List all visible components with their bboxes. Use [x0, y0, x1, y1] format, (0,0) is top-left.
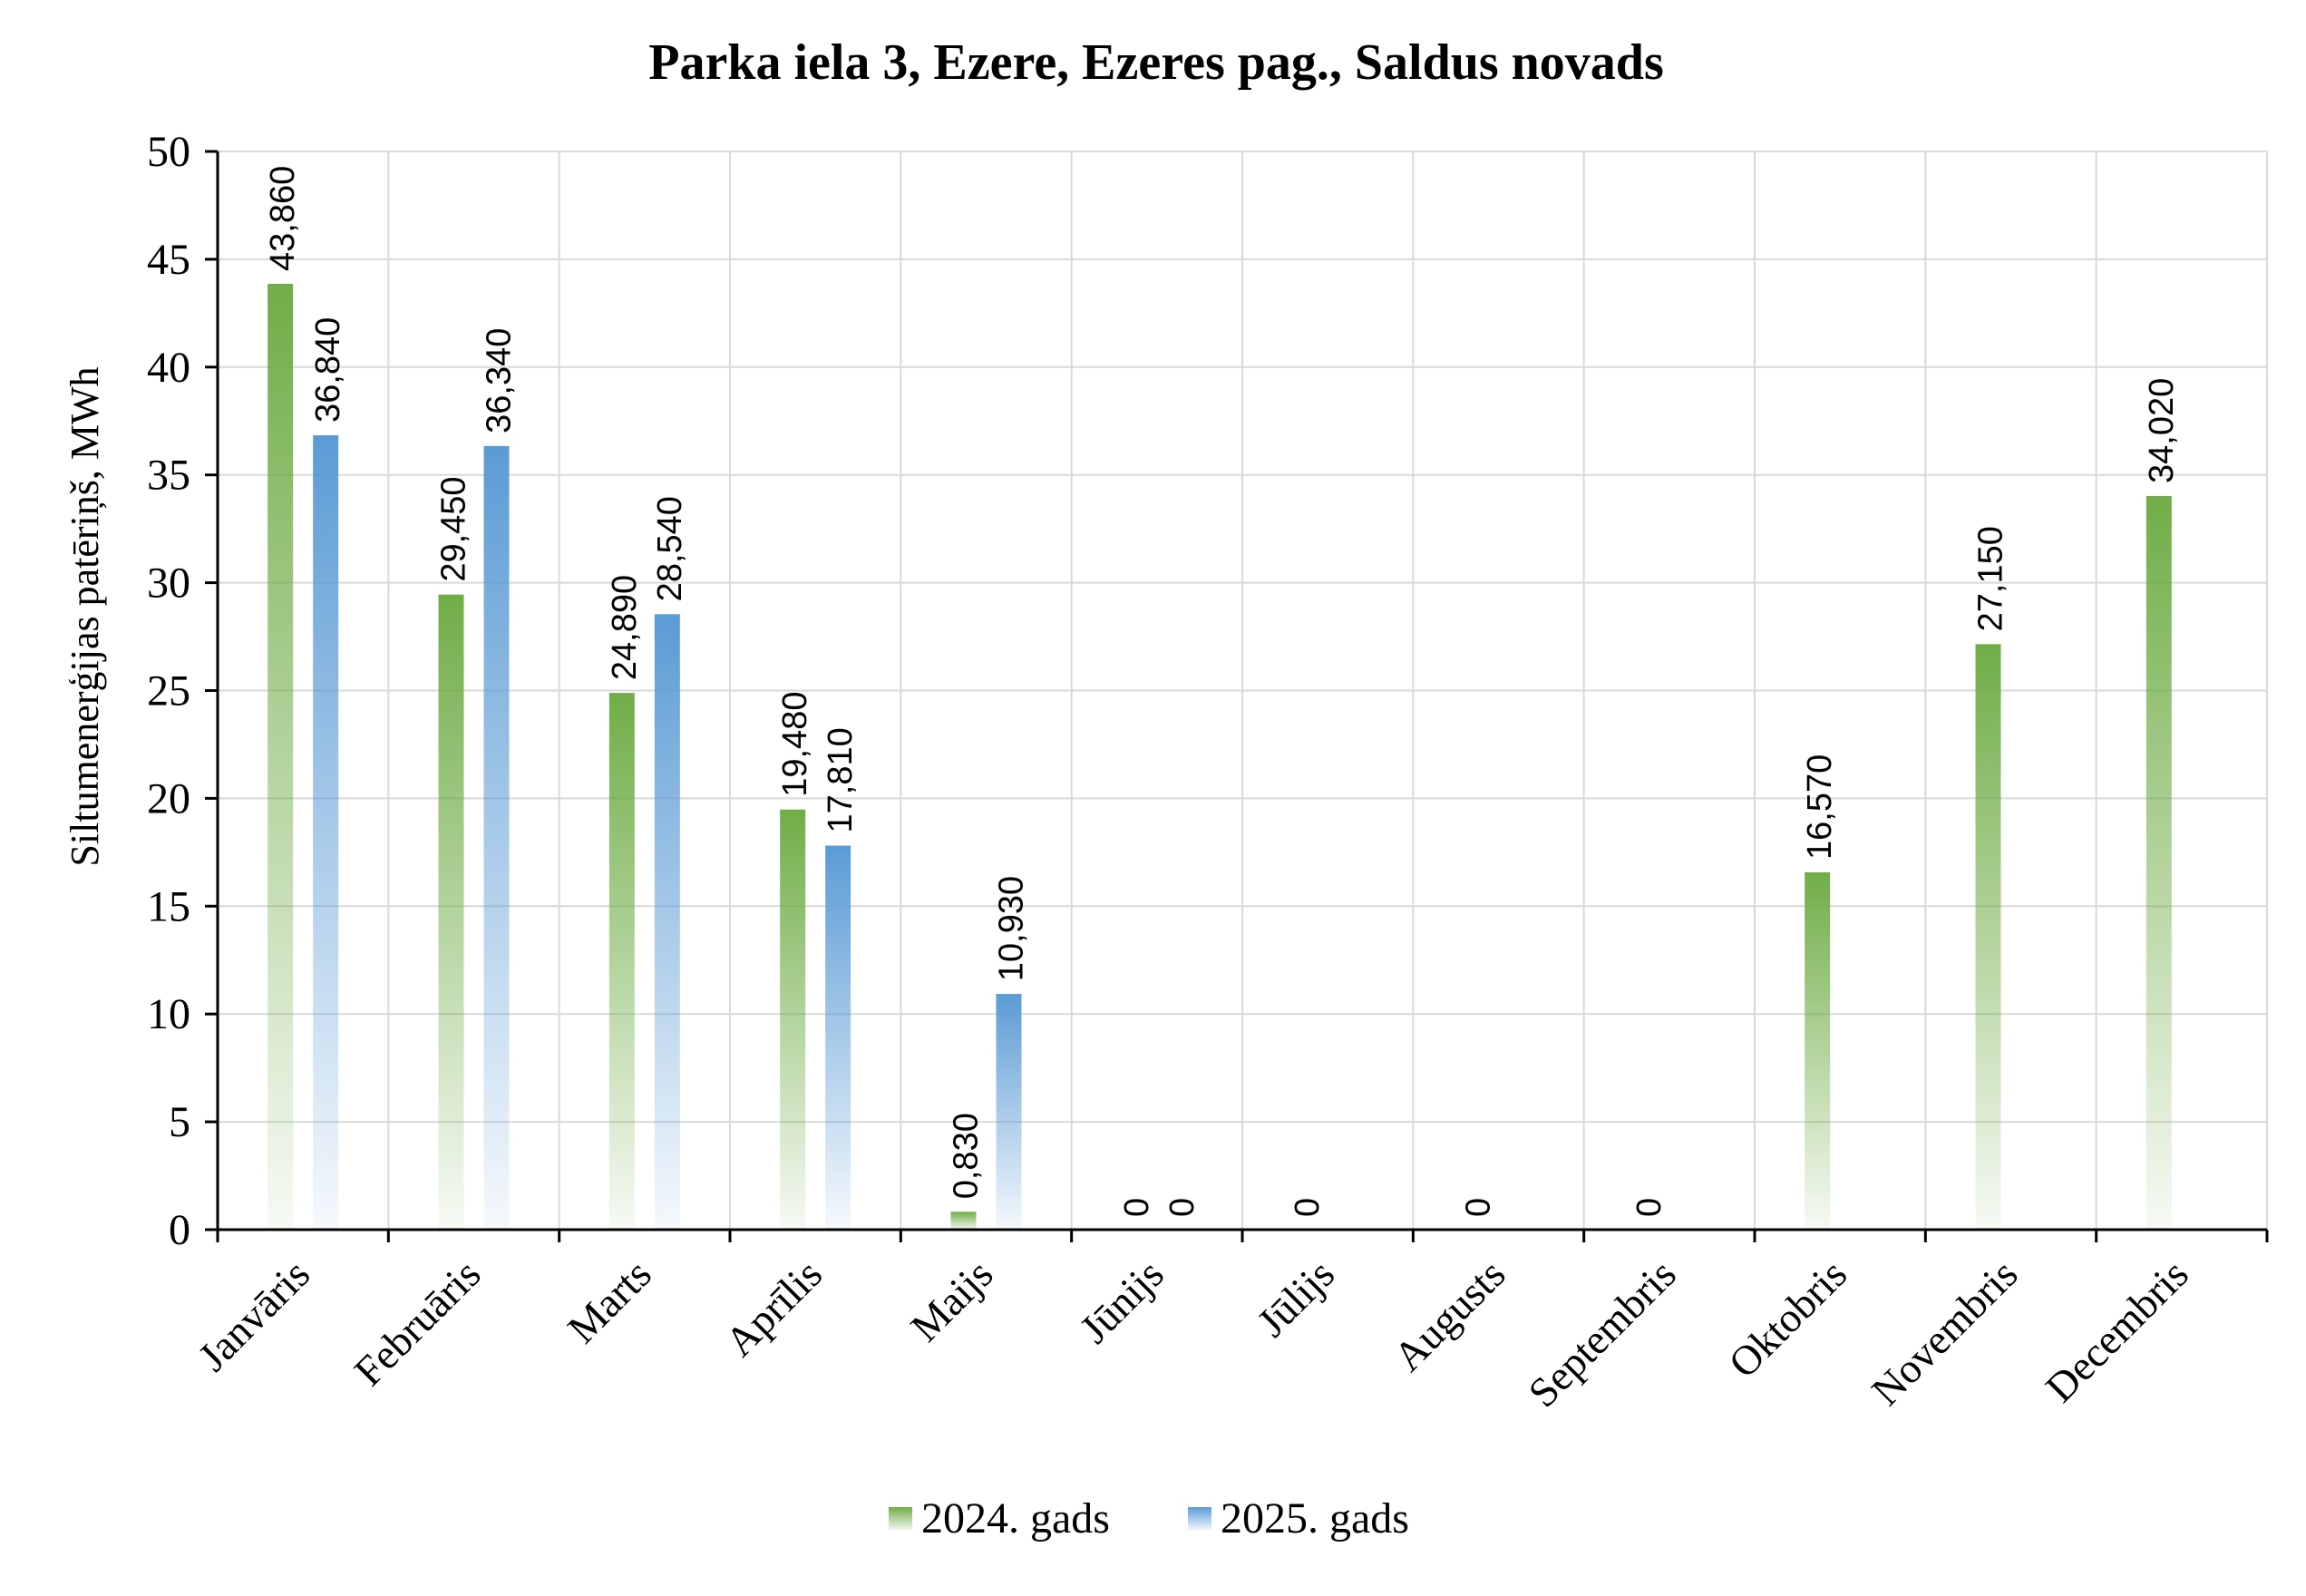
y-tick-label-40: 40 — [147, 344, 190, 392]
legend-swatch-2024-gads — [889, 1507, 912, 1531]
data-label-2024-gads-maijs: 0,830 — [948, 1113, 986, 1199]
bar-2025-gads-marts — [654, 614, 680, 1230]
bar-2024-gads-novembris — [1975, 644, 2001, 1230]
bars — [268, 284, 2172, 1231]
data-label-2025-gads-junijs: 0 — [1163, 1198, 1202, 1217]
data-label-2025-gads-maijs: 10,930 — [993, 876, 1031, 981]
x-tick-label-maijs: Maijs — [901, 1251, 1001, 1350]
data-label-2024-gads-marts: 24,890 — [606, 575, 644, 680]
data-label-2024-gads-julijs: 0 — [1289, 1198, 1327, 1217]
x-tick-label-marts: Marts — [559, 1251, 660, 1352]
legend-label-2024-gads: 2024. gads — [921, 1494, 1110, 1542]
x-tick-label-augusts: Augusts — [1385, 1251, 1514, 1380]
y-axis-label: Siltumenerģijas patēriņš, MWh — [63, 366, 107, 866]
x-tick-label-janvaris: Janvāris — [190, 1251, 319, 1380]
data-label-2024-gads-aprilis: 19,480 — [776, 692, 814, 797]
data-label-2024-gads-oktobris: 16,570 — [1801, 754, 1839, 860]
legend-swatch-2025-gads — [1188, 1507, 1211, 1531]
y-tick-label-30: 30 — [147, 560, 190, 608]
x-tick-label-junijs: Jūnijs — [1071, 1251, 1172, 1352]
x-tick-label-aprilis: Aprīlis — [716, 1251, 831, 1365]
grid — [218, 151, 2268, 1231]
legend: 2024. gads 2025. gads — [889, 1494, 1409, 1542]
y-tick-label-0: 0 — [169, 1206, 190, 1254]
data-label-2024-gads-septembris: 0 — [1630, 1198, 1669, 1217]
bar-2024-gads-maijs — [950, 1212, 977, 1230]
x-tick-label-februaris: Februāris — [345, 1251, 490, 1395]
data-label-2024-gads-augusts: 0 — [1460, 1198, 1498, 1217]
y-tick-label-50: 50 — [147, 128, 190, 176]
x-tick-label-oktobris: Oktobris — [1719, 1251, 1855, 1387]
legend-label-2025-gads: 2025. gads — [1221, 1494, 1409, 1542]
bar-2025-gads-maijs — [996, 994, 1022, 1230]
y-tick-label-25: 25 — [147, 667, 190, 715]
bar-2024-gads-marts — [608, 693, 635, 1230]
data-label-2024-gads-decembris: 34,020 — [2143, 378, 2181, 483]
data-label-2024-gads-februaris: 29,450 — [435, 476, 473, 581]
y-tick-label-15: 15 — [147, 882, 190, 930]
data-label-2024-gads-novembris: 27,150 — [1972, 526, 2010, 631]
chart-title: Parka iela 3, Ezere, Ezeres pag., Saldus… — [648, 34, 1664, 91]
bar-2024-gads-oktobris — [1805, 871, 1831, 1230]
data-label-2025-gads-aprilis: 17,810 — [822, 727, 860, 832]
x-tick-label-septembris: Septembris — [1519, 1251, 1684, 1416]
data-label-2025-gads-februaris: 36,340 — [481, 328, 519, 433]
data-label-2025-gads-janvaris: 36,840 — [309, 317, 347, 423]
y-tick-label-5: 5 — [169, 1098, 190, 1146]
bar-2024-gads-decembris — [2145, 496, 2172, 1230]
y-tick-label-20: 20 — [147, 774, 190, 822]
bar-2025-gads-februaris — [483, 445, 510, 1230]
y-tick-label-10: 10 — [147, 990, 190, 1038]
data-label-2025-gads-marts: 28,540 — [651, 496, 689, 601]
y-tick-label-35: 35 — [147, 452, 190, 500]
bar-2025-gads-janvaris — [313, 434, 339, 1230]
bar-2024-gads-janvaris — [268, 284, 294, 1231]
axes: 0 5 10 15 20 25 30 35 40 45 50 Janvāris Februāris Mar… — [147, 128, 2269, 1416]
x-tick-label-julijs: Jūlijs — [1248, 1251, 1343, 1346]
data-label-2024-gads-janvaris: 43,860 — [264, 166, 302, 271]
x-tick-label-decembris: Decembris — [2037, 1251, 2197, 1411]
data-label-2024-gads-junijs: 0 — [1118, 1198, 1156, 1217]
bar-2024-gads-aprilis — [780, 809, 806, 1230]
y-tick-label-45: 45 — [147, 236, 190, 284]
bar-2024-gads-februaris — [438, 594, 464, 1230]
x-tick-label-novembris: Novembris — [1863, 1251, 2027, 1415]
bar-2025-gads-aprilis — [825, 845, 851, 1230]
